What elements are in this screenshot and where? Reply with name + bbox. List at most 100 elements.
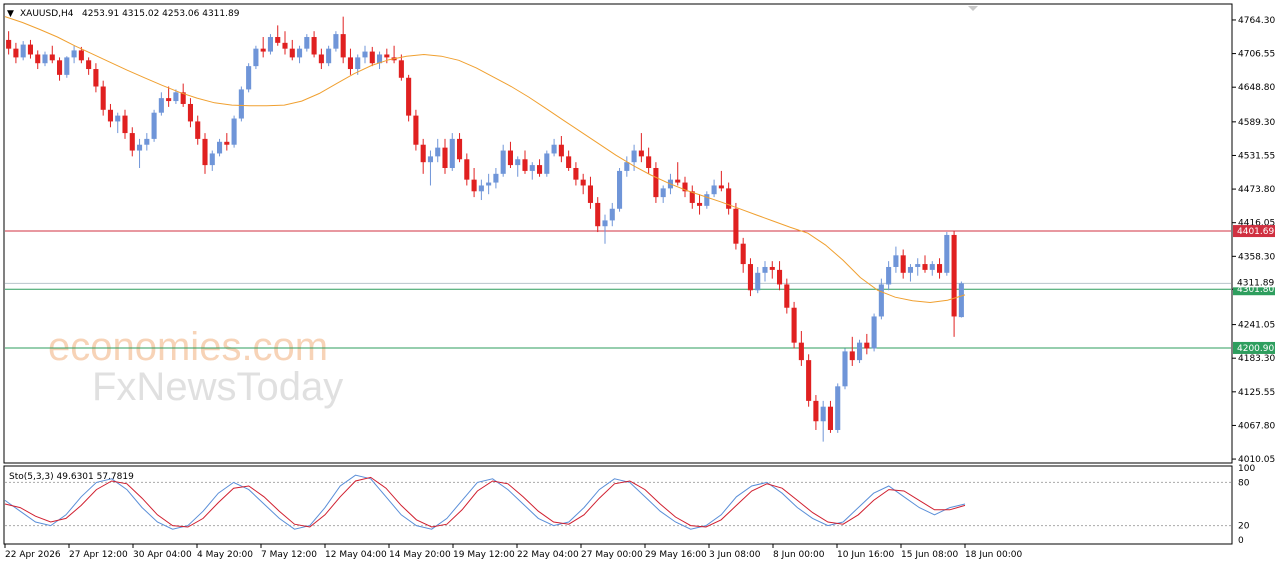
menu-triangle-icon[interactable]: ▼ bbox=[7, 9, 14, 19]
candle-body bbox=[93, 69, 99, 87]
candle-body bbox=[355, 57, 361, 70]
level-price-labels: 4401.69 4301.80 4200.90 4311.89 bbox=[1233, 225, 1275, 354]
candle-body bbox=[64, 57, 70, 75]
candle-body bbox=[522, 159, 528, 171]
moving-average-series bbox=[4, 16, 966, 304]
price-tick-label: 4648.80 bbox=[1238, 83, 1275, 93]
candle-body bbox=[231, 118, 237, 145]
candle-body bbox=[478, 185, 484, 192]
candle-body bbox=[493, 173, 499, 183]
candle-body bbox=[820, 406, 826, 422]
candle-body bbox=[566, 156, 572, 169]
stochastic-signal-line bbox=[4, 476, 966, 528]
candle-body bbox=[486, 182, 492, 186]
horizontal-levels bbox=[5, 230, 1231, 349]
stochastic-main-line bbox=[4, 474, 966, 530]
time-tick-label: 12 May 04:00 bbox=[325, 550, 387, 560]
time-tick-label: 8 Jun 00:00 bbox=[773, 550, 825, 560]
stoch-level-label: 20 bbox=[1238, 522, 1250, 532]
candle-body bbox=[246, 66, 252, 90]
candle-body bbox=[849, 351, 855, 361]
level-tag-4200.90 bbox=[1233, 341, 1275, 354]
candle-body bbox=[129, 133, 135, 151]
candle-body bbox=[944, 234, 950, 273]
candle-body bbox=[617, 170, 623, 209]
candle-body bbox=[718, 185, 724, 189]
candle-body bbox=[857, 342, 863, 361]
candle-body bbox=[151, 112, 157, 139]
price-tick-label: 4125.55 bbox=[1238, 388, 1275, 398]
candle-body bbox=[573, 168, 579, 180]
symbol-label: XAUUSD,H4 bbox=[20, 9, 74, 19]
candle-body bbox=[442, 147, 448, 169]
price-tick-label: 4706.55 bbox=[1238, 50, 1275, 60]
price-tick-label: 4067.80 bbox=[1238, 421, 1275, 431]
moving-average-line bbox=[4, 16, 966, 304]
candle-body bbox=[587, 185, 593, 203]
candle-body bbox=[180, 92, 186, 104]
candle-body bbox=[318, 54, 324, 64]
candle-body bbox=[907, 266, 913, 273]
current-price-text: 4311.89 bbox=[1237, 278, 1274, 288]
candle-body bbox=[115, 115, 121, 122]
level-tag-text: 4200.90 bbox=[1237, 344, 1274, 354]
candle-body bbox=[806, 360, 812, 401]
candle-body bbox=[777, 269, 783, 285]
candle-body bbox=[369, 51, 375, 64]
stoch-level-label: 80 bbox=[1238, 478, 1250, 488]
candle-body bbox=[689, 191, 695, 203]
time-tick-label: 14 May 20:00 bbox=[389, 550, 451, 560]
candle-body bbox=[595, 202, 601, 227]
level-tag-text: 4301.80 bbox=[1237, 285, 1274, 295]
candle-body bbox=[347, 57, 353, 70]
candle-body bbox=[929, 264, 935, 270]
candle-body bbox=[675, 179, 681, 183]
candle-body bbox=[78, 50, 84, 61]
price-tick-label: 4589.30 bbox=[1238, 118, 1275, 128]
candle-body bbox=[238, 89, 244, 119]
candle-body bbox=[195, 121, 201, 139]
ohlc-readout: 4253.91 4315.02 4253.06 4311.89 bbox=[82, 9, 240, 19]
time-tick-label: 29 May 16:00 bbox=[645, 550, 707, 560]
candle-body bbox=[878, 284, 884, 317]
price-tick-label: 4416.05 bbox=[1238, 219, 1275, 229]
scroll-marker-icon[interactable] bbox=[968, 6, 978, 11]
candlestick-series bbox=[6, 16, 964, 442]
candle-body bbox=[13, 48, 19, 58]
candle-body bbox=[289, 48, 295, 58]
candle-body bbox=[813, 400, 819, 422]
candle-body bbox=[209, 153, 215, 166]
candle-body bbox=[580, 179, 586, 186]
candle-body bbox=[733, 208, 739, 244]
time-tick-label: 30 Apr 04:00 bbox=[133, 550, 192, 560]
candle-body bbox=[144, 138, 150, 145]
candle-body bbox=[653, 168, 659, 198]
candle-body bbox=[49, 54, 55, 61]
candle-body bbox=[471, 179, 477, 192]
candle-body bbox=[747, 264, 753, 291]
time-tick-label: 19 May 12:00 bbox=[453, 550, 515, 560]
candle-body bbox=[384, 54, 390, 58]
time-tick-label: 4 May 20:00 bbox=[197, 550, 253, 560]
candle-body bbox=[427, 156, 433, 163]
main-plot-frame bbox=[3, 3, 1233, 464]
candle-body bbox=[6, 39, 12, 49]
candle-body bbox=[711, 185, 717, 195]
candle-body bbox=[275, 37, 281, 43]
price-tick-label: 4358.30 bbox=[1238, 252, 1275, 262]
candle-body bbox=[35, 54, 41, 64]
candle-body bbox=[57, 60, 63, 75]
candle-body bbox=[86, 60, 92, 70]
candle-body bbox=[217, 141, 223, 154]
candle-body bbox=[835, 386, 841, 430]
candle-body bbox=[326, 48, 332, 64]
candle-body bbox=[893, 255, 899, 267]
candle-body bbox=[682, 182, 688, 192]
candle-body bbox=[551, 144, 557, 154]
time-tick-label: 27 May 00:00 bbox=[581, 550, 643, 560]
stochastic-axis: 100 80 20 0 bbox=[5, 464, 1255, 546]
time-tick-label: 10 Jun 16:00 bbox=[837, 550, 894, 560]
candle-body bbox=[173, 92, 179, 102]
candle-body bbox=[646, 156, 652, 169]
